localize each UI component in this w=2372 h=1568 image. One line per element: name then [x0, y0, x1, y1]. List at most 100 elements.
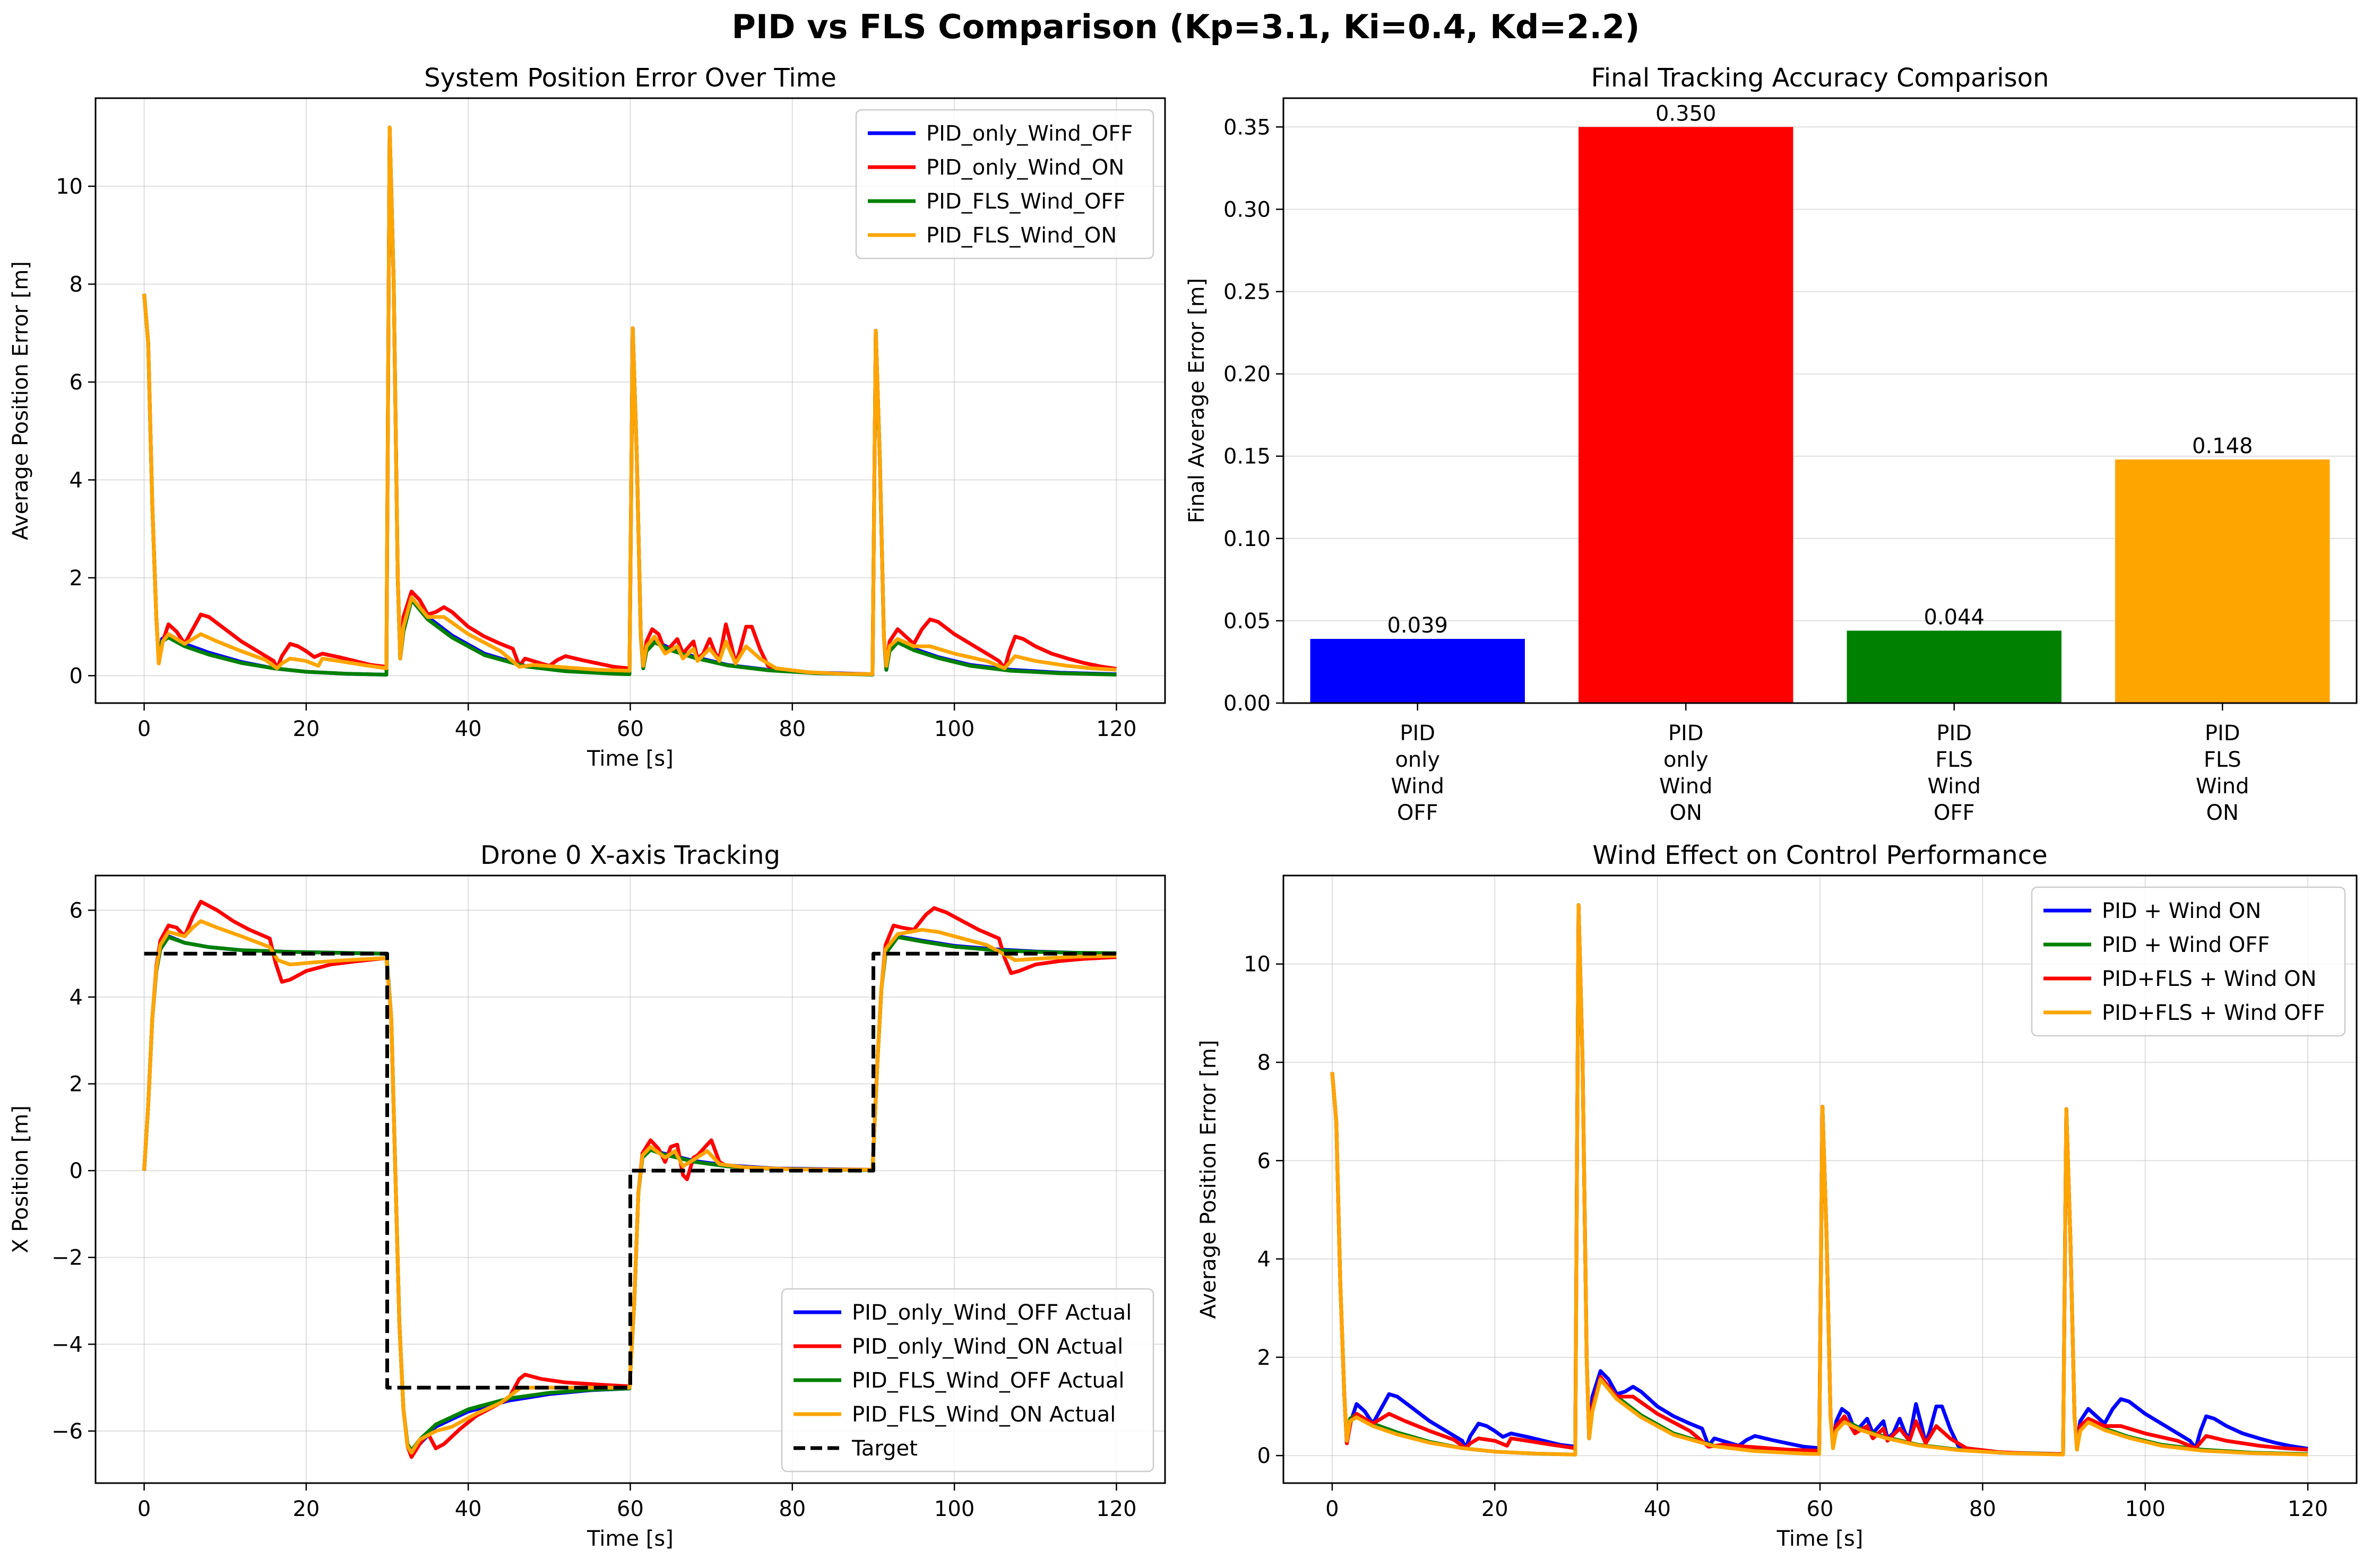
x-tick-label: 40 [455, 1497, 482, 1521]
y-tick-label: 0 [70, 1159, 83, 1183]
chart-p3: Drone 0 X-axis Tracking X Position [m] −6 −… [8, 841, 1166, 1551]
plot-frame [1282, 874, 2358, 1484]
y-axis-label: X Position [m] [8, 1105, 33, 1253]
y-tick-label: −4 [51, 1332, 83, 1357]
legend: PID + Wind ON PID + Wind OFF PID+FLS + Win… [2031, 886, 2346, 1037]
legend: PID_only_Wind_OFF PID_only_Wind_ON PID_FLS… [855, 109, 1154, 259]
y-tick-label: 4 [70, 985, 83, 1010]
series-line [1330, 903, 2308, 1457]
x-tick-label: 80 [1969, 1497, 1996, 1521]
chart-p4: Wind Effect on Control Performance Averag… [1196, 841, 2358, 1551]
x-tick-label: Wind [1391, 774, 1444, 799]
x-tick-label: Wind [1927, 774, 1981, 799]
bar [2115, 459, 2330, 703]
legend-label: PID_only_Wind_ON [926, 155, 1124, 180]
y-tick-label: 6 [1257, 1149, 1271, 1173]
bar [1579, 127, 1793, 703]
y-tick-label: 2 [70, 566, 83, 591]
x-tick-label: 120 [1096, 1497, 1136, 1521]
x-tick-label: 120 [2288, 1497, 2328, 1521]
x-tick-label: 80 [779, 1497, 806, 1521]
x-tick-label: FLS [2204, 748, 2241, 772]
x-tick-label: 40 [455, 717, 482, 741]
bar-value-label: 0.039 [1387, 613, 1448, 638]
x-tick-label: ON [2206, 801, 2239, 825]
x-axis-label: Time [s] [586, 1527, 674, 1551]
x-tick-label: OFF [1397, 801, 1438, 825]
y-tick-label: 2 [70, 1072, 83, 1097]
bar-value-label: 0.350 [1655, 101, 1717, 126]
chart-p1: System Position Error Over Time Average P… [8, 63, 1166, 771]
y-tick-label: 0.05 [1223, 609, 1271, 634]
series-lines [142, 899, 1117, 1459]
bar [1847, 630, 2062, 703]
legend-label: PID_FLS_Wind_ON Actual [852, 1402, 1116, 1427]
x-tick-label: 100 [2125, 1497, 2166, 1521]
y-tick-label: 0.35 [1223, 115, 1271, 140]
plot-frame [94, 97, 1166, 704]
chart-title: Final Tracking Accuracy Comparison [1591, 63, 2049, 93]
legend-frame [2031, 886, 2346, 1037]
x-tick-label: only [1663, 748, 1709, 772]
x-tick-label: 60 [617, 717, 644, 741]
series-lines [1330, 903, 2308, 1457]
y-tick-label: 0.00 [1223, 691, 1271, 716]
series-line [142, 919, 1117, 1455]
y-axis-label: Final Average Error [m] [1185, 278, 1209, 523]
legend-frame [855, 109, 1154, 259]
legend-label: PID + Wind ON [2102, 899, 2261, 923]
legend-label: PID_FLS_Wind_ON [926, 223, 1117, 248]
chart-title: System Position Error Over Time [424, 63, 836, 93]
x-tick-label: FLS [1935, 748, 1973, 772]
figure-title: PID vs FLS Comparison (Kp=3.1, Ki=0.4, K… [732, 7, 1640, 46]
x-tick-label: 0 [137, 717, 151, 741]
legend: PID_only_Wind_OFF Actual PID_only_Wind_ON… [781, 1288, 1154, 1472]
y-tick-label: 0.15 [1223, 445, 1271, 469]
legend-label: PID_FLS_Wind_OFF Actual [852, 1368, 1124, 1393]
x-tick-label: 60 [1807, 1497, 1834, 1521]
legend-label: PID+FLS + Wind OFF [2102, 1001, 2325, 1025]
series-line [142, 899, 1117, 1459]
y-tick-label: 4 [70, 468, 83, 492]
series-lines [142, 125, 1117, 677]
x-tick-label: 20 [292, 717, 320, 741]
y-axis-label: Average Position Error [m] [1196, 1040, 1221, 1319]
x-tick-label: 20 [1481, 1497, 1508, 1521]
y-tick-label: 0.30 [1223, 197, 1271, 222]
bar-value-label: 0.148 [2192, 434, 2253, 458]
y-tick-label: −2 [51, 1246, 83, 1270]
series-line [144, 951, 1117, 1390]
bar-value-label: 0.044 [1924, 605, 1985, 630]
x-tick-label: 80 [779, 717, 806, 741]
x-tick-label: 120 [1096, 717, 1136, 741]
x-axis-label: Time [s] [1776, 1527, 1864, 1551]
chart-title: Drone 0 X-axis Tracking [480, 841, 780, 870]
x-tick-label: only [1395, 748, 1440, 772]
x-tick-label: 0 [137, 1497, 151, 1521]
x-tick-label: 100 [934, 1497, 974, 1521]
y-tick-label: 2 [1257, 1346, 1271, 1370]
legend-label: PID + Wind OFF [2102, 933, 2270, 957]
x-tick-label: 20 [292, 1497, 320, 1521]
y-tick-label: 10 [56, 175, 83, 199]
y-tick-label: 6 [70, 370, 83, 395]
x-tick-label: Wind [2196, 774, 2249, 799]
chart-title: Wind Effect on Control Performance [1592, 841, 2047, 870]
y-tick-label: 0.20 [1223, 362, 1271, 387]
legend-label: PID_only_Wind_OFF Actual [852, 1301, 1132, 1325]
x-tick-label: OFF [1934, 801, 1975, 825]
x-tick-label: 0 [1325, 1497, 1339, 1521]
x-tick-label: PID [1936, 721, 1972, 746]
x-tick-label: PID [1668, 721, 1704, 746]
legend-frame [781, 1288, 1154, 1472]
x-tick-label: 60 [617, 1497, 644, 1521]
x-tick-label: PID [1400, 721, 1435, 746]
y-tick-label: 0.10 [1223, 527, 1271, 551]
y-tick-label: 0.25 [1223, 280, 1271, 304]
y-tick-label: 10 [1244, 952, 1271, 977]
chart-p2: Final Tracking Accuracy Comparison Final … [1185, 63, 2358, 825]
y-tick-label: −6 [51, 1419, 83, 1444]
x-tick-label: 100 [934, 717, 974, 741]
x-tick-label: Wind [1659, 774, 1713, 799]
